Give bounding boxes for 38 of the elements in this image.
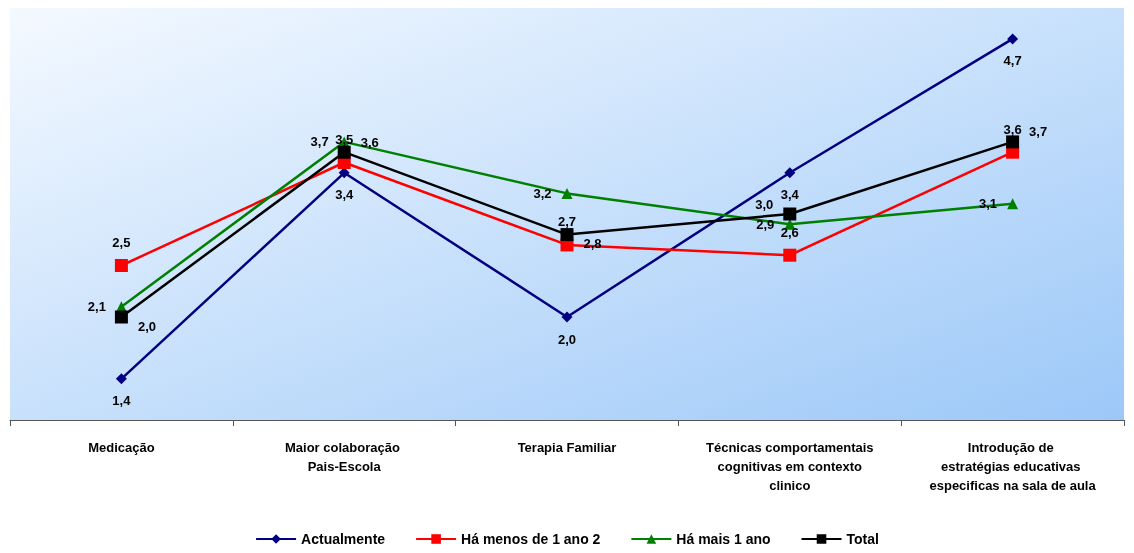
point <box>784 167 796 179</box>
legend-label: Há menos de 1 ano 2 <box>461 531 601 547</box>
data-label: 3,6 <box>1003 121 1022 137</box>
data-label: 4,7 <box>1003 53 1022 69</box>
data-label: 3,4 <box>335 187 354 203</box>
x-tick-label: Técnicas comportamentais cognitivas em contexto clinico <box>705 440 874 493</box>
point <box>560 228 574 242</box>
legend-label: Há mais 1 ano <box>676 531 771 547</box>
data-label: 3,2 <box>533 185 552 201</box>
data-label: 2,6 <box>780 224 799 240</box>
data-label: 2,0 <box>137 318 156 334</box>
point <box>1007 198 1019 210</box>
data-label: 1,4 <box>112 393 132 409</box>
point <box>114 310 128 324</box>
x-tick-label: Maior colaboração Pais-Escola <box>284 440 404 474</box>
x-tick-label: Medicação <box>88 440 155 455</box>
point <box>561 311 573 323</box>
data-label: 3,4 <box>780 187 800 203</box>
point <box>115 373 127 385</box>
point <box>1007 33 1019 45</box>
legend-label: Total <box>846 531 879 547</box>
x-tick-label: Terapia Familiar <box>517 440 617 455</box>
point <box>1006 135 1020 149</box>
data-label: 3,7 <box>1029 124 1048 140</box>
data-label: 2,1 <box>87 299 106 315</box>
point <box>783 248 797 262</box>
data-label: 3,7 <box>310 134 329 150</box>
point <box>561 187 573 199</box>
legend-label: Actualmente <box>301 531 386 547</box>
data-label: 3,0 <box>755 196 774 212</box>
point <box>337 145 351 159</box>
data-label: 2,7 <box>557 214 577 230</box>
x-tick-label: Introdução de estratégias educativas especificas na sala de aula <box>929 440 1097 493</box>
point <box>114 259 128 272</box>
point <box>783 207 797 221</box>
data-label: 3,6 <box>360 134 379 150</box>
data-label: 2,0 <box>557 331 577 347</box>
data-label: 2,5 <box>112 235 131 250</box>
